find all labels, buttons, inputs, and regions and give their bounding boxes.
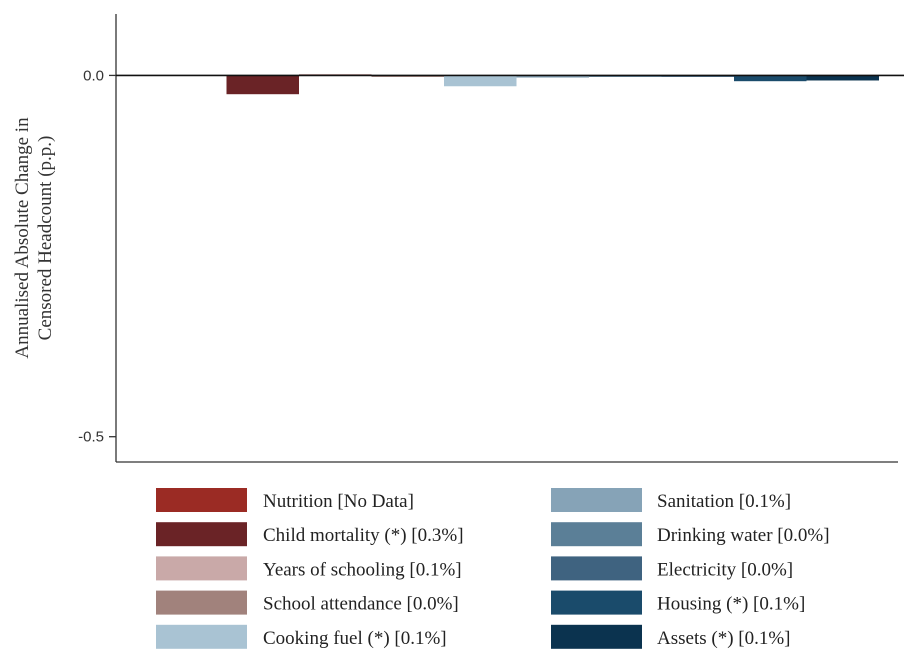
bars-group	[226, 73, 879, 95]
legend-swatch	[551, 556, 642, 581]
legend-label: Cooking fuel (*) [0.1%]	[263, 628, 447, 649]
legend-item: Years of schooling [0.1%]	[156, 556, 462, 581]
y-axis-title-line-1: Annualised Absolute Change in	[12, 117, 33, 359]
legend-label: Electricity [0.0%]	[657, 559, 793, 580]
y-axis-title-line-2: Censored Headcount (p.p.)	[35, 136, 56, 341]
legend-swatch	[156, 488, 247, 512]
legend-swatch	[551, 488, 642, 512]
legend-swatch	[551, 590, 642, 615]
legend-swatch	[156, 590, 247, 615]
y-tick-label: -0.5	[78, 429, 104, 446]
bar-5	[444, 75, 517, 87]
legend-item: Sanitation [0.1%]	[551, 488, 791, 512]
legend-swatch	[551, 624, 642, 649]
legend-swatch	[551, 522, 642, 547]
legend-label: Sanitation [0.1%]	[657, 491, 791, 512]
legend-label: School attendance [0.0%]	[263, 594, 459, 615]
legend-item: Nutrition [No Data]	[156, 488, 414, 512]
y-axis-title: Annualised Absolute Change in Censored H…	[12, 117, 56, 359]
legend-label: Housing (*) [0.1%]	[657, 594, 805, 615]
legend-item: School attendance [0.0%]	[156, 590, 459, 615]
legend-item: Child mortality (*) [0.3%]	[156, 522, 464, 547]
legend-swatch	[156, 522, 247, 547]
legend-label: Years of schooling [0.1%]	[263, 559, 462, 580]
legend-item: Assets (*) [0.1%]	[551, 624, 791, 649]
axes-group: 0.0 -0.5	[78, 14, 904, 463]
legend: Nutrition [No Data] Child mortality (*) […	[156, 488, 830, 649]
y-tick-label: 0.0	[83, 67, 104, 84]
legend-item: Housing (*) [0.1%]	[551, 590, 805, 615]
bar-9	[734, 75, 807, 82]
legend-item: Electricity [0.0%]	[551, 556, 793, 581]
legend-item: Cooking fuel (*) [0.1%]	[156, 624, 447, 649]
bar-6	[516, 75, 589, 78]
legend-swatch	[156, 624, 247, 649]
bar-2	[226, 75, 299, 95]
legend-item: Drinking water [0.0%]	[551, 522, 830, 547]
legend-label: Nutrition [No Data]	[263, 491, 414, 512]
legend-label: Drinking water [0.0%]	[657, 525, 830, 546]
legend-label: Child mortality (*) [0.3%]	[263, 525, 464, 546]
bar-10	[806, 75, 879, 81]
legend-label: Assets (*) [0.1%]	[657, 628, 791, 649]
legend-swatch	[156, 556, 247, 581]
